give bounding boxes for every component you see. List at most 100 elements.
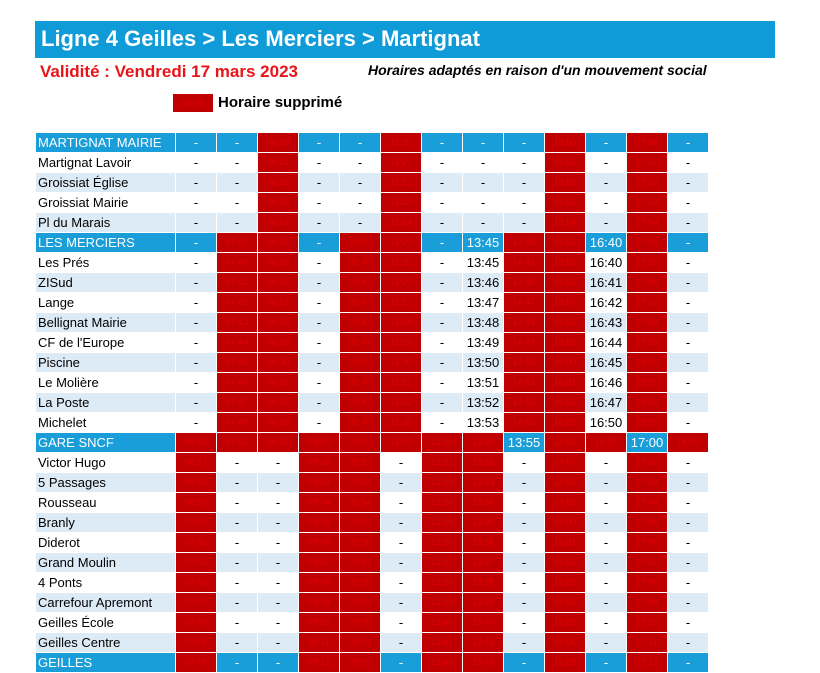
suppressed-time-cell: 07:06 <box>175 632 217 653</box>
suppressed-time-cell: 14:48 <box>503 312 545 333</box>
suppressed-time-cell: 14:50 <box>503 352 545 373</box>
no-service-cell: - <box>421 412 463 433</box>
no-service-cell: - <box>421 352 463 373</box>
suppressed-time-cell: 12:38 <box>421 572 463 593</box>
no-service-cell: - <box>421 232 463 253</box>
timetable-row: Pl du Marais - -06:24- -11:24- - -15:54-17:54… <box>35 212 709 233</box>
suppressed-time-cell: 07:00 <box>175 512 217 533</box>
stop-name: Carrefour Apremont <box>35 592 176 613</box>
suppressed-time-cell: 11:22 <box>380 172 422 193</box>
suppressed-time-cell: 13:34 <box>462 492 504 513</box>
suppressed-time-cell: 13:33 <box>462 472 504 493</box>
no-service-cell: - <box>667 652 709 673</box>
timetable-row: CF de l'Europe -07:44 06:29-08:44 11:29-13:… <box>35 332 709 353</box>
time-cell: 13:45 <box>462 232 504 253</box>
stop-name: Victor Hugo <box>35 452 176 473</box>
title-banner: Ligne 4 Geilles > Les Merciers > Martign… <box>35 21 775 58</box>
suppressed-time-cell: 15:51 <box>544 152 586 173</box>
stop-name: Lange <box>35 292 176 313</box>
no-service-cell: - <box>585 652 627 673</box>
suppressed-time-cell: 12:37 <box>421 552 463 573</box>
suppressed-time-cell: 17:03 <box>626 472 668 493</box>
no-service-cell: - <box>585 492 627 513</box>
suppressed-time-cell: 14:57 <box>544 452 586 473</box>
stop-name: Michelet <box>35 412 176 433</box>
suppressed-time-cell: 18:05 <box>667 432 709 453</box>
no-service-cell: - <box>380 492 422 513</box>
no-service-cell: - <box>667 412 709 433</box>
no-service-cell: - <box>216 532 258 553</box>
suppressed-time-cell: 08:45 <box>339 352 381 373</box>
timetable-major-stop-row: MARTIGNAT MAIRIE - -06:20- -11:20- - -15:50-1… <box>35 132 709 153</box>
no-service-cell: - <box>175 372 217 393</box>
suppressed-time-cell: 06:23 <box>257 192 299 213</box>
no-service-cell: - <box>667 392 709 413</box>
suppressed-time-cell: 09:03 <box>339 652 381 673</box>
no-service-cell: - <box>298 212 340 233</box>
timetable-row: Le Molière -07:46 06:31-08:46 11:31-13:51 14… <box>35 372 709 393</box>
no-service-cell: - <box>421 332 463 353</box>
stop-name: Bellignat Mairie <box>35 312 176 333</box>
no-service-cell: - <box>503 552 545 573</box>
suppressed-time-cell: 14:49 <box>503 332 545 353</box>
no-service-cell: - <box>216 132 258 153</box>
suppressed-time-cell: 13:41 <box>462 632 504 653</box>
suppressed-time-cell: 17:58 <box>626 312 668 333</box>
no-service-cell: - <box>175 132 217 153</box>
suppressed-time-cell: 11:28 <box>380 312 422 333</box>
time-cell: 16:44 <box>585 332 627 353</box>
no-service-cell: - <box>298 172 340 193</box>
suppressed-time-cell: 11:21 <box>380 152 422 173</box>
suppressed-time-cell: 09:00 <box>339 612 381 633</box>
suppressed-time-cell: 17:55 <box>626 232 668 253</box>
no-service-cell: - <box>667 292 709 313</box>
suppressed-time-cell: 12:40 <box>421 612 463 633</box>
suppressed-time-cell: 17:54 <box>626 212 668 233</box>
no-service-cell: - <box>216 472 258 493</box>
no-service-cell: - <box>585 512 627 533</box>
suppressed-time-cell: 16:02 <box>544 392 586 413</box>
no-service-cell: - <box>298 132 340 153</box>
suppressed-time-cell: 06:29 <box>257 332 299 353</box>
suppressed-time-cell: 13:36 <box>462 532 504 553</box>
time-cell: 13:53 <box>462 412 504 433</box>
no-service-cell: - <box>667 252 709 273</box>
suppressed-time-cell: 13:40 <box>462 612 504 633</box>
suppressed-time-cell: 12:33 <box>421 472 463 493</box>
legend-suppressed-label: Horaire supprimé <box>218 94 343 111</box>
timetable-row: Groissiat Église - -06:22- -11:22- - -15:52-1… <box>35 172 709 193</box>
suppressed-time-cell: 08:54 <box>339 492 381 513</box>
suppressed-time-cell: 06:21 <box>257 152 299 173</box>
suppressed-time-cell: 11:23 <box>380 192 422 213</box>
suppressed-time-cell: 11:27 <box>380 292 422 313</box>
no-service-cell: - <box>257 632 299 653</box>
suppressed-time-cell: 17:02 <box>626 452 668 473</box>
no-service-cell: - <box>175 212 217 233</box>
no-service-cell: - <box>503 452 545 473</box>
suppressed-time-cell: 14:45 <box>503 232 545 253</box>
suppressed-time-cell: 07:40 <box>216 252 258 273</box>
no-service-cell: - <box>667 312 709 333</box>
suppressed-time-cell: 08:40 <box>339 232 381 253</box>
no-service-cell: - <box>667 612 709 633</box>
time-cell: 13:47 <box>462 292 504 313</box>
no-service-cell: - <box>175 152 217 173</box>
no-service-cell: - <box>257 512 299 533</box>
no-service-cell: - <box>667 152 709 173</box>
social-movement-notice: Horaires adaptés en raison d'un mouvemen… <box>368 62 707 78</box>
no-service-cell: - <box>216 452 258 473</box>
suppressed-time-cell: 08:47 <box>339 392 381 413</box>
no-service-cell: - <box>503 472 545 493</box>
time-cell: 13:45 <box>462 252 504 273</box>
no-service-cell: - <box>503 192 545 213</box>
suppressed-time-cell: 12:43 <box>421 652 463 673</box>
suppressed-time-cell: 14:47 <box>503 292 545 313</box>
no-service-cell: - <box>298 252 340 273</box>
time-cell: 16:41 <box>585 272 627 293</box>
suppressed-time-cell: 08:09 <box>298 592 340 613</box>
suppressed-time-cell: 06:30 <box>257 352 299 373</box>
no-service-cell: - <box>585 472 627 493</box>
time-cell: 13:46 <box>462 272 504 293</box>
stop-name: CF de l'Europe <box>35 332 176 353</box>
timetable-row: Victor Hugo 06:57- -08:02 08:52-12:32 13:32-… <box>35 452 709 473</box>
